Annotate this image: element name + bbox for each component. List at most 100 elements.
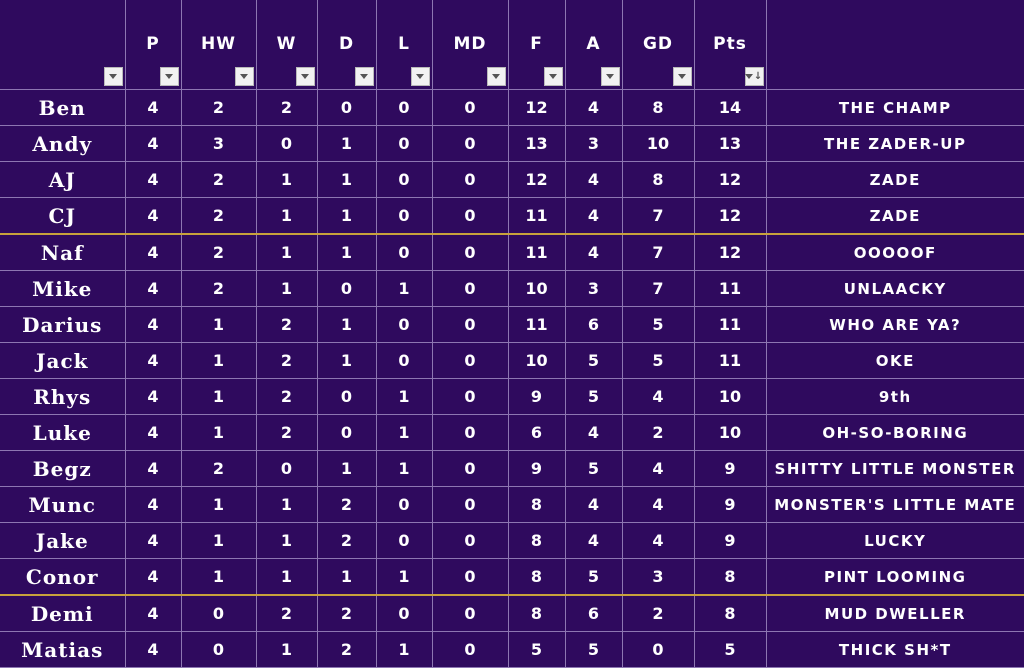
cell-name[interactable]: Ben (0, 89, 126, 126)
cell-md[interactable]: 0 (432, 631, 509, 668)
cell-nick[interactable]: THICK SH*T (766, 631, 1024, 668)
filter-dropdown-button[interactable] (600, 67, 620, 86)
cell-nick[interactable]: UNLAACKY (766, 270, 1024, 307)
cell-name[interactable]: Munc (0, 486, 126, 523)
cell-d[interactable]: 1 (317, 558, 377, 596)
cell-md[interactable]: 0 (432, 594, 509, 632)
cell-a[interactable]: 4 (565, 89, 623, 126)
cell-l[interactable]: 1 (376, 450, 433, 487)
cell-d[interactable]: 2 (317, 594, 377, 632)
cell-a[interactable]: 6 (565, 306, 623, 343)
cell-md[interactable]: 0 (432, 378, 509, 415)
cell-p[interactable]: 4 (125, 197, 182, 235)
cell-name[interactable]: Naf (0, 233, 126, 271)
cell-pts[interactable]: 9 (694, 450, 767, 487)
cell-gd[interactable]: 8 (622, 161, 695, 198)
cell-nick[interactable]: SHITTY LITTLE MONSTER (766, 450, 1024, 487)
cell-l[interactable]: 1 (376, 414, 433, 451)
cell-a[interactable]: 4 (565, 161, 623, 198)
cell-a[interactable]: 5 (565, 342, 623, 379)
cell-f[interactable]: 9 (508, 450, 566, 487)
cell-gd[interactable]: 3 (622, 558, 695, 596)
cell-d[interactable]: 0 (317, 270, 377, 307)
cell-l[interactable]: 0 (376, 197, 433, 235)
filter-dropdown-button[interactable] (295, 67, 315, 86)
cell-l[interactable]: 0 (376, 594, 433, 632)
cell-nick[interactable]: WHO ARE YA? (766, 306, 1024, 343)
cell-w[interactable]: 2 (256, 414, 318, 451)
cell-d[interactable]: 1 (317, 125, 377, 162)
cell-name[interactable]: Mike (0, 270, 126, 307)
cell-nick[interactable]: OOOOOF (766, 233, 1024, 271)
cell-pts[interactable]: 10 (694, 414, 767, 451)
cell-md[interactable]: 0 (432, 522, 509, 559)
cell-nick[interactable]: LUCKY (766, 522, 1024, 559)
cell-name[interactable]: Jake (0, 522, 126, 559)
cell-hw[interactable]: 2 (181, 197, 257, 235)
cell-nick[interactable]: OKE (766, 342, 1024, 379)
cell-nick[interactable]: OH-SO-BORING (766, 414, 1024, 451)
cell-f[interactable]: 10 (508, 342, 566, 379)
cell-pts[interactable]: 8 (694, 558, 767, 596)
cell-hw[interactable]: 0 (181, 631, 257, 668)
cell-md[interactable]: 0 (432, 558, 509, 596)
cell-name[interactable]: Rhys (0, 378, 126, 415)
cell-hw[interactable]: 2 (181, 270, 257, 307)
cell-md[interactable]: 0 (432, 197, 509, 235)
cell-name[interactable]: AJ (0, 161, 126, 198)
cell-hw[interactable]: 0 (181, 594, 257, 632)
cell-nick[interactable]: ZADE (766, 197, 1024, 235)
cell-p[interactable]: 4 (125, 631, 182, 668)
cell-f[interactable]: 9 (508, 378, 566, 415)
cell-p[interactable]: 4 (125, 414, 182, 451)
cell-p[interactable]: 4 (125, 306, 182, 343)
filter-dropdown-button[interactable] (672, 67, 692, 86)
filter-dropdown-button[interactable] (103, 67, 123, 86)
cell-f[interactable]: 10 (508, 270, 566, 307)
filter-dropdown-button[interactable] (159, 67, 179, 86)
cell-f[interactable]: 12 (508, 89, 566, 126)
cell-w[interactable]: 2 (256, 89, 318, 126)
cell-md[interactable]: 0 (432, 450, 509, 487)
cell-p[interactable]: 4 (125, 125, 182, 162)
cell-pts[interactable]: 13 (694, 125, 767, 162)
cell-hw[interactable]: 1 (181, 414, 257, 451)
cell-name[interactable]: Begz (0, 450, 126, 487)
cell-md[interactable]: 0 (432, 342, 509, 379)
cell-a[interactable]: 3 (565, 125, 623, 162)
cell-w[interactable]: 1 (256, 522, 318, 559)
filter-dropdown-button[interactable] (354, 67, 374, 86)
cell-p[interactable]: 4 (125, 378, 182, 415)
cell-l[interactable]: 0 (376, 89, 433, 126)
cell-w[interactable]: 1 (256, 197, 318, 235)
cell-md[interactable]: 0 (432, 270, 509, 307)
cell-hw[interactable]: 1 (181, 522, 257, 559)
cell-w[interactable]: 0 (256, 450, 318, 487)
cell-gd[interactable]: 2 (622, 594, 695, 632)
cell-f[interactable]: 13 (508, 125, 566, 162)
cell-p[interactable]: 4 (125, 558, 182, 596)
cell-gd[interactable]: 4 (622, 450, 695, 487)
cell-l[interactable]: 0 (376, 233, 433, 271)
cell-w[interactable]: 2 (256, 378, 318, 415)
cell-d[interactable]: 0 (317, 89, 377, 126)
cell-w[interactable]: 1 (256, 631, 318, 668)
cell-name[interactable]: Luke (0, 414, 126, 451)
cell-pts[interactable]: 11 (694, 270, 767, 307)
cell-d[interactable]: 1 (317, 342, 377, 379)
cell-a[interactable]: 4 (565, 197, 623, 235)
cell-name[interactable]: Darius (0, 306, 126, 343)
cell-p[interactable]: 4 (125, 522, 182, 559)
cell-md[interactable]: 0 (432, 89, 509, 126)
cell-gd[interactable]: 7 (622, 233, 695, 271)
cell-pts[interactable]: 12 (694, 161, 767, 198)
cell-hw[interactable]: 1 (181, 342, 257, 379)
cell-pts[interactable]: 9 (694, 522, 767, 559)
cell-f[interactable]: 8 (508, 486, 566, 523)
cell-l[interactable]: 0 (376, 486, 433, 523)
cell-d[interactable]: 1 (317, 306, 377, 343)
cell-f[interactable]: 6 (508, 414, 566, 451)
cell-l[interactable]: 0 (376, 125, 433, 162)
cell-w[interactable]: 2 (256, 594, 318, 632)
cell-nick[interactable]: MONSTER'S LITTLE MATE (766, 486, 1024, 523)
